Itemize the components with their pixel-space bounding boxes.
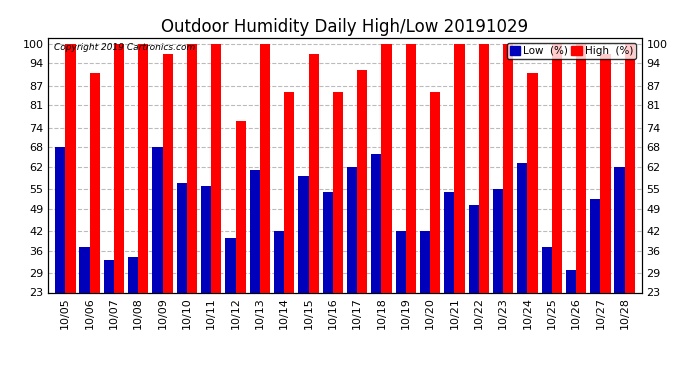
Text: Copyright 2019 Cartronics.com: Copyright 2019 Cartronics.com: [55, 43, 195, 52]
Bar: [493, 189, 503, 292]
Bar: [284, 92, 295, 292]
Bar: [371, 154, 382, 292]
Bar: [590, 199, 600, 292]
Bar: [187, 44, 197, 292]
Bar: [128, 257, 138, 292]
Bar: [298, 176, 308, 292]
Bar: [479, 44, 489, 292]
Title: Outdoor Humidity Daily High/Low 20191029: Outdoor Humidity Daily High/Low 20191029: [161, 18, 529, 36]
Bar: [600, 54, 611, 292]
Bar: [542, 247, 552, 292]
Bar: [455, 44, 464, 292]
Bar: [420, 231, 430, 292]
Bar: [347, 166, 357, 292]
Bar: [211, 44, 221, 292]
Bar: [114, 44, 124, 292]
Bar: [201, 186, 211, 292]
Bar: [55, 147, 66, 292]
Bar: [323, 192, 333, 292]
Bar: [235, 122, 246, 292]
Legend: Low  (%), High  (%): Low (%), High (%): [506, 43, 636, 59]
Bar: [624, 44, 635, 292]
Bar: [152, 147, 163, 292]
Bar: [430, 92, 440, 292]
Bar: [274, 231, 284, 292]
Bar: [469, 206, 479, 292]
Bar: [260, 44, 270, 292]
Bar: [382, 44, 392, 292]
Bar: [163, 54, 172, 292]
Bar: [576, 44, 586, 292]
Bar: [527, 73, 538, 292]
Bar: [250, 170, 260, 292]
Bar: [226, 238, 235, 292]
Bar: [90, 73, 100, 292]
Bar: [357, 70, 367, 292]
Bar: [177, 183, 187, 292]
Bar: [615, 166, 624, 292]
Bar: [518, 164, 527, 292]
Bar: [444, 192, 455, 292]
Bar: [308, 54, 319, 292]
Bar: [333, 92, 343, 292]
Bar: [566, 270, 576, 292]
Bar: [104, 260, 114, 292]
Bar: [138, 44, 148, 292]
Bar: [503, 44, 513, 292]
Bar: [406, 44, 416, 292]
Bar: [552, 44, 562, 292]
Bar: [395, 231, 406, 292]
Bar: [79, 247, 90, 292]
Bar: [66, 44, 75, 292]
